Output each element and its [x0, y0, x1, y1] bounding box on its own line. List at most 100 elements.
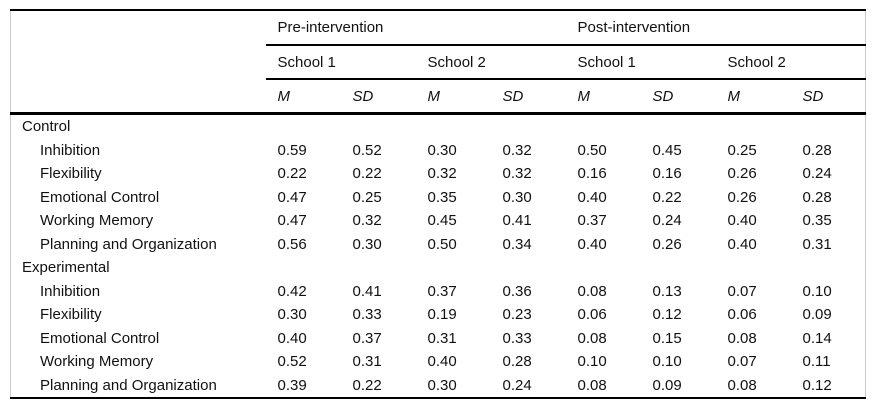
- cell-value: [416, 114, 491, 139]
- cell-value: [716, 114, 791, 139]
- cell-value: 0.40: [577, 188, 607, 206]
- cell-value: 0.30: [427, 376, 457, 394]
- cell-value: 0.32: [427, 165, 457, 183]
- cell-value: 0.24: [802, 165, 832, 183]
- cell-value: 0.22: [277, 165, 307, 183]
- cell-value: 0.10: [577, 353, 607, 371]
- cell-value: 0.34: [502, 235, 532, 253]
- school-header: School 1: [565, 45, 716, 80]
- cell-value: 0.23: [502, 306, 532, 324]
- cell-value: 0.19: [427, 306, 457, 324]
- table-row: Control: [11, 114, 866, 139]
- cell-value: 0.35: [427, 188, 457, 206]
- cell-value: 0.31: [802, 235, 832, 253]
- cell-value: 0.30: [352, 235, 382, 253]
- cell-value: 0.37: [577, 212, 607, 230]
- cell-value: 0.47: [277, 188, 307, 206]
- cell-value: [791, 256, 866, 280]
- cell-value: 0.08: [727, 376, 757, 394]
- stat-header-m: M: [715, 79, 791, 115]
- table-row: Emotional Control 0.40 0.37 0.31 0.33 0.08 0.1…: [11, 327, 866, 351]
- row-label: Planning and Organization: [40, 235, 217, 253]
- cell-value: [266, 114, 341, 139]
- cell-value: 0.35: [802, 212, 832, 230]
- column-group-row: Pre-intervention Post-intervention: [11, 10, 866, 46]
- cell-value: 0.50: [427, 235, 457, 253]
- table-row: Inhibition 0.42 0.41 0.37 0.36 0.08 0.13 0.07 0.…: [11, 280, 866, 304]
- cell-value: 0.30: [427, 141, 457, 159]
- cell-value: 0.40: [277, 329, 307, 347]
- cell-value: 0.28: [502, 353, 532, 371]
- row-label: Flexibility: [40, 306, 102, 324]
- row-label: Working Memory: [40, 212, 154, 230]
- cell-value: 0.06: [727, 306, 757, 324]
- row-label: Flexibility: [40, 165, 102, 183]
- cell-value: 0.32: [502, 141, 532, 159]
- cell-value: 0.39: [277, 376, 307, 394]
- table-row: Planning and Organization 0.56 0.30 0.50 0.3…: [11, 233, 866, 257]
- table-row: Flexibility 0.22 0.22 0.32 0.32 0.16 0.16 0.26 0…: [11, 162, 866, 186]
- row-label: Emotional Control: [40, 188, 160, 206]
- cell-value: 0.45: [652, 141, 682, 159]
- cell-value: 0.33: [352, 306, 382, 324]
- row-group-label: Experimental: [22, 259, 110, 277]
- cell-value: 0.25: [727, 141, 757, 159]
- cell-value: 0.26: [727, 165, 757, 183]
- table-row: Experimental: [11, 256, 866, 280]
- row-label: Planning and Organization: [40, 376, 217, 394]
- school-header: School 2: [415, 45, 566, 80]
- stat-header-m: M: [265, 79, 341, 115]
- school-header: School 1: [265, 45, 416, 80]
- cell-value: 0.31: [352, 353, 382, 371]
- stub-cell: [11, 10, 266, 45]
- stat-header-sd: SD: [340, 79, 416, 115]
- cell-value: 0.09: [652, 376, 682, 394]
- row-label: Emotional Control: [40, 329, 160, 347]
- table-body: Control Inhibition 0.59 0.52 0.30 0.32 0.50 0.4…: [11, 114, 866, 399]
- table-row: Working Memory 0.47 0.32 0.45 0.41 0.37 0.24 0.…: [11, 209, 866, 233]
- cell-value: 0.36: [502, 282, 532, 300]
- cell-value: [641, 114, 716, 139]
- cell-value: 0.08: [577, 376, 607, 394]
- row-label: Inhibition: [40, 282, 101, 300]
- cell-value: [341, 256, 416, 280]
- cell-value: 0.22: [352, 165, 382, 183]
- table-row: Emotional Control 0.47 0.25 0.35 0.30 0.40 0.2…: [11, 186, 866, 210]
- stub-cell: [10, 79, 266, 115]
- cell-value: 0.37: [427, 282, 457, 300]
- cell-value: 0.16: [652, 165, 682, 183]
- cell-value: [716, 256, 791, 280]
- cell-value: 0.41: [352, 282, 382, 300]
- cell-value: [266, 256, 341, 280]
- cell-value: [566, 114, 641, 139]
- cell-value: 0.22: [652, 188, 682, 206]
- cell-value: 0.32: [352, 212, 382, 230]
- cell-value: 0.08: [577, 282, 607, 300]
- cell-value: 0.40: [577, 235, 607, 253]
- cell-value: 0.31: [427, 329, 457, 347]
- table-header: Pre-intervention Post-intervention Schoo…: [10, 10, 866, 115]
- cell-value: 0.26: [727, 188, 757, 206]
- cell-value: 0.25: [352, 188, 382, 206]
- cell-value: [491, 256, 566, 280]
- cell-value: 0.50: [577, 141, 607, 159]
- cell-value: 0.28: [802, 141, 832, 159]
- cell-value: 0.28: [802, 188, 832, 206]
- cell-value: 0.13: [652, 282, 682, 300]
- cell-value: 0.10: [802, 282, 832, 300]
- stat-header-sd: SD: [490, 79, 566, 115]
- cell-value: 0.40: [727, 212, 757, 230]
- cell-value: [641, 256, 716, 280]
- cell-value: 0.07: [727, 353, 757, 371]
- cell-value: 0.59: [277, 141, 307, 159]
- cell-value: 0.30: [502, 188, 532, 206]
- col-group-pre-intervention: Pre-intervention: [265, 10, 566, 46]
- stat-header-m: M: [565, 79, 641, 115]
- cell-value: 0.33: [502, 329, 532, 347]
- row-label: Inhibition: [40, 141, 101, 159]
- results-table: Pre-intervention Post-intervention Schoo…: [10, 9, 867, 399]
- stat-header-sd: SD: [790, 79, 866, 115]
- row-label: Working Memory: [40, 353, 154, 371]
- cell-value: [491, 114, 566, 139]
- cell-value: 0.08: [727, 329, 757, 347]
